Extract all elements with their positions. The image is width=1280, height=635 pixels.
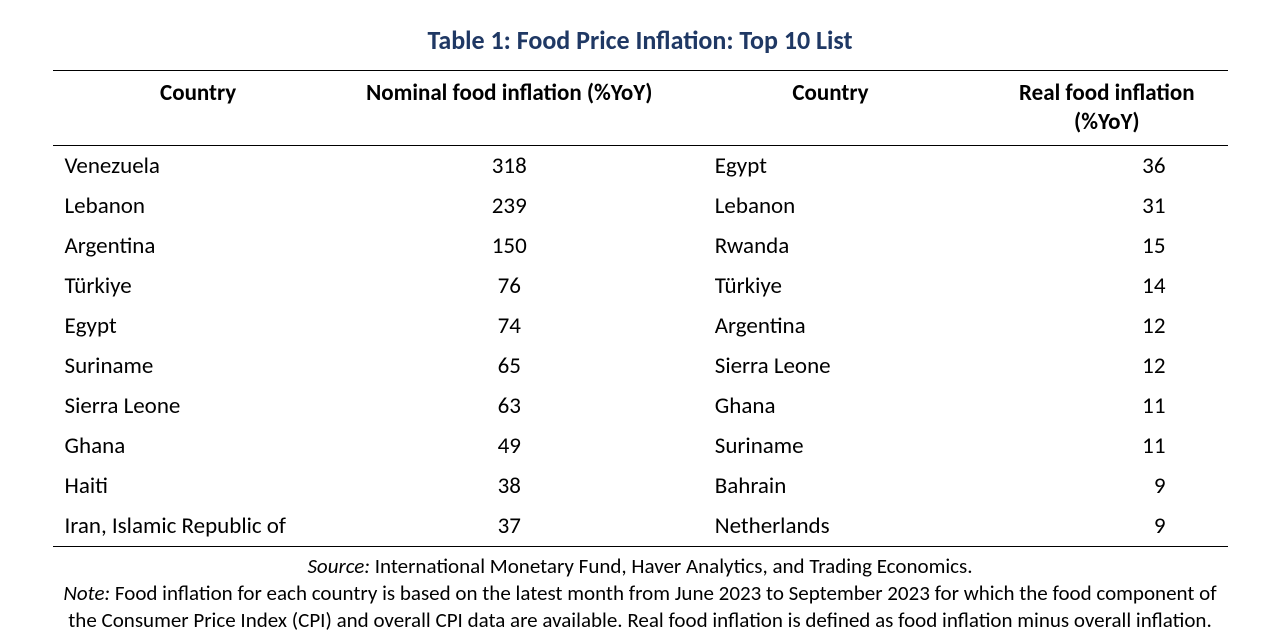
- cell-nominal: 76: [344, 266, 675, 306]
- cell-country-real: Bahrain: [675, 466, 986, 506]
- cell-country-nominal: Lebanon: [53, 186, 344, 226]
- cell-nominal: 74: [344, 306, 675, 346]
- col-header-country-nominal: Country: [53, 71, 344, 146]
- cell-country-nominal: Türkiye: [53, 266, 344, 306]
- col-header-country-real: Country: [675, 71, 986, 146]
- cell-nominal: 239: [344, 186, 675, 226]
- note-text: Food inflation for each country is based…: [68, 580, 1216, 633]
- cell-nominal: 65: [344, 346, 675, 386]
- col-header-nominal: Nominal food inflation (%YoY): [344, 71, 675, 146]
- cell-country-nominal: Haiti: [53, 466, 344, 506]
- cell-real: 11: [986, 426, 1227, 466]
- cell-country-real: Egypt: [675, 145, 986, 186]
- source-text: International Monetary Fund, Haver Analy…: [370, 553, 973, 579]
- table-row: Iran, Islamic Republic of 37 Netherlands…: [53, 506, 1228, 547]
- source-label: Source:: [307, 553, 370, 579]
- cell-real: 15: [986, 226, 1227, 266]
- table-row: Lebanon 239 Lebanon 31: [53, 186, 1228, 226]
- col-header-real: Real food inflation (%YoY): [986, 71, 1227, 146]
- table-row: Egypt 74 Argentina 12: [53, 306, 1228, 346]
- cell-country-nominal: Egypt: [53, 306, 344, 346]
- cell-nominal: 318: [344, 145, 675, 186]
- table-row: Ghana 49 Suriname 11: [53, 426, 1228, 466]
- cell-country-real: Sierra Leone: [675, 346, 986, 386]
- cell-real: 36: [986, 145, 1227, 186]
- cell-nominal: 63: [344, 386, 675, 426]
- inflation-table: Country Nominal food inflation (%YoY) Co…: [53, 70, 1228, 547]
- table-row: Suriname 65 Sierra Leone 12: [53, 346, 1228, 386]
- table-header-row: Country Nominal food inflation (%YoY) Co…: [53, 71, 1228, 146]
- table-row: Türkiye 76 Türkiye 14: [53, 266, 1228, 306]
- source-line: Source: International Monetary Fund, Hav…: [53, 553, 1228, 580]
- note-label: Note:: [63, 580, 110, 606]
- cell-country-nominal: Argentina: [53, 226, 344, 266]
- note-line: Note: Food inflation for each country is…: [53, 580, 1228, 635]
- table-row: Venezuela 318 Egypt 36: [53, 145, 1228, 186]
- cell-country-nominal: Ghana: [53, 426, 344, 466]
- cell-real: 14: [986, 266, 1227, 306]
- table-row: Argentina 150 Rwanda 15: [53, 226, 1228, 266]
- cell-real: 9: [986, 506, 1227, 547]
- cell-country-real: Türkiye: [675, 266, 986, 306]
- cell-country-nominal: Sierra Leone: [53, 386, 344, 426]
- cell-country-nominal: Iran, Islamic Republic of: [53, 506, 344, 547]
- page: Table 1: Food Price Inflation: Top 10 Li…: [0, 0, 1280, 605]
- table-row: Sierra Leone 63 Ghana 11: [53, 386, 1228, 426]
- cell-nominal: 37: [344, 506, 675, 547]
- cell-country-nominal: Suriname: [53, 346, 344, 386]
- cell-real: 9: [986, 466, 1227, 506]
- table-title: Table 1: Food Price Inflation: Top 10 Li…: [40, 24, 1240, 56]
- cell-real: 31: [986, 186, 1227, 226]
- cell-country-real: Ghana: [675, 386, 986, 426]
- cell-country-nominal: Venezuela: [53, 145, 344, 186]
- table-row: Haiti 38 Bahrain 9: [53, 466, 1228, 506]
- cell-nominal: 150: [344, 226, 675, 266]
- cell-country-real: Lebanon: [675, 186, 986, 226]
- table-body: Venezuela 318 Egypt 36 Lebanon 239 Leban…: [53, 145, 1228, 546]
- cell-real: 11: [986, 386, 1227, 426]
- cell-real: 12: [986, 346, 1227, 386]
- cell-country-real: Netherlands: [675, 506, 986, 547]
- cell-real: 12: [986, 306, 1227, 346]
- table-footer: Source: International Monetary Fund, Hav…: [53, 553, 1228, 635]
- cell-nominal: 49: [344, 426, 675, 466]
- cell-country-real: Rwanda: [675, 226, 986, 266]
- cell-country-real: Argentina: [675, 306, 986, 346]
- cell-country-real: Suriname: [675, 426, 986, 466]
- cell-nominal: 38: [344, 466, 675, 506]
